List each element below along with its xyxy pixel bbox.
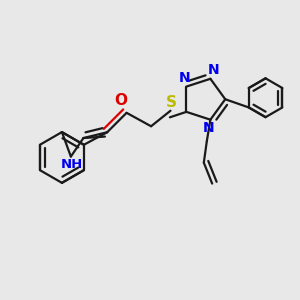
- Text: NH: NH: [61, 158, 83, 171]
- Text: N: N: [208, 63, 220, 77]
- Text: N: N: [203, 121, 215, 135]
- Text: S: S: [166, 95, 177, 110]
- Text: O: O: [115, 93, 128, 108]
- Text: N: N: [179, 71, 191, 85]
